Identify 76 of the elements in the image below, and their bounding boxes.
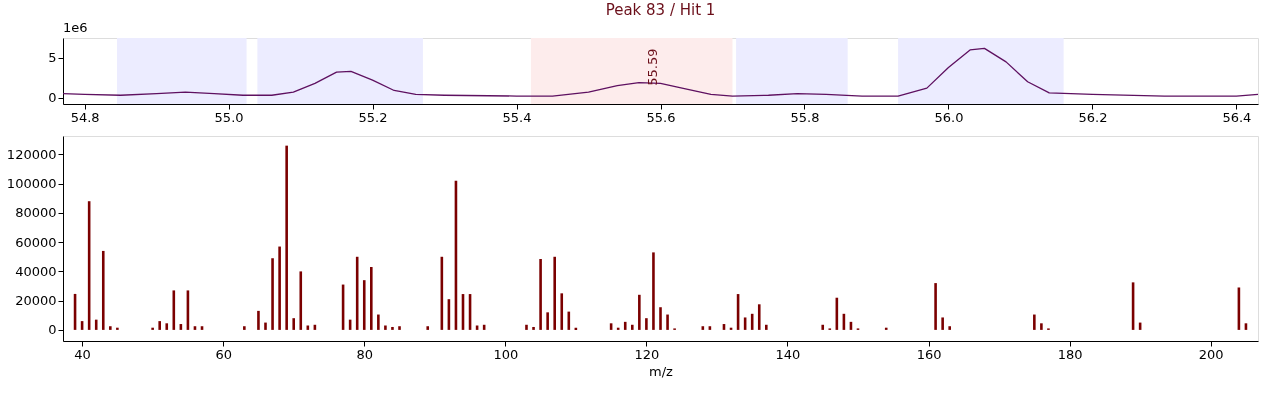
bar (821, 324, 825, 330)
bar (659, 307, 662, 330)
bar (666, 314, 669, 330)
bar (391, 326, 394, 330)
bar (532, 326, 535, 330)
y-tick-label: 0 (48, 322, 57, 338)
x-tick-label: 120 (634, 346, 660, 362)
bar (278, 246, 281, 330)
bar (384, 325, 387, 330)
x-tick-label: 80 (356, 346, 374, 362)
y-tick-label: 5 (48, 50, 57, 66)
bar (765, 324, 768, 330)
text: 1e6 (63, 20, 88, 35)
bar (638, 294, 641, 330)
x-tick-label: 55.0 (214, 109, 244, 125)
bar (426, 326, 430, 330)
x-tick-label: 160 (916, 346, 942, 362)
bar (243, 326, 246, 330)
bar (370, 267, 373, 330)
bar (264, 322, 267, 330)
bar (934, 283, 937, 330)
bar (546, 312, 549, 330)
bar (299, 271, 303, 330)
bar (94, 319, 98, 330)
x-tick-label: 56.0 (934, 109, 964, 125)
x-tick-label: 55.8 (790, 109, 820, 125)
bar (257, 310, 260, 330)
bar (285, 145, 288, 330)
bar (652, 252, 655, 330)
bar (623, 321, 627, 330)
bar (116, 327, 119, 330)
bar (101, 250, 105, 330)
x-tick-label: 180 (1057, 346, 1083, 362)
bar (109, 326, 112, 330)
x-tick-label: 140 (775, 346, 801, 362)
bar (1033, 314, 1036, 330)
chart-title: Peak 83 / Hit 1 (605, 1, 716, 19)
x-tick-label: 200 (1198, 346, 1224, 362)
annotation: 55.59 (645, 48, 661, 86)
bar (398, 326, 401, 330)
x-tick-label: 55.2 (358, 109, 388, 125)
bar (151, 327, 154, 330)
bar (948, 326, 951, 330)
y-tick-label: 100000 (6, 176, 57, 192)
bar (560, 293, 564, 330)
x-tick-label: 56.2 (1078, 109, 1108, 125)
bar (292, 318, 296, 330)
x-axis-title: m/z (649, 363, 674, 379)
x-tick-label: 56.4 (1222, 109, 1252, 125)
bar (362, 280, 366, 330)
y-tick-label: 40000 (15, 263, 57, 279)
bar (553, 256, 556, 330)
x-tick-label: 55.6 (646, 109, 676, 125)
y-tick-label: 0 (48, 90, 57, 106)
y-tick-label: 80000 (15, 205, 57, 221)
x-tick-label: 54.8 (70, 109, 100, 125)
bar (165, 323, 169, 330)
bar (377, 314, 380, 330)
bar (271, 258, 274, 330)
bar (158, 321, 161, 330)
bar (645, 318, 648, 330)
bar (539, 258, 542, 330)
x-tick-label: 40 (74, 346, 91, 362)
bar (525, 324, 528, 330)
y-tick-label: 120000 (6, 146, 57, 162)
bar (941, 317, 944, 330)
x-tick-label: 100 (493, 346, 519, 362)
bar (757, 304, 761, 330)
x-tick-label: 55.4 (502, 109, 532, 125)
y-tick-label: 60000 (15, 234, 57, 250)
bar (884, 327, 888, 330)
x-tick-label: 60 (215, 346, 232, 362)
line-series (62, 47, 1259, 97)
bar (1040, 323, 1043, 330)
bar (630, 324, 634, 330)
y-tick-label: 20000 (15, 293, 57, 309)
